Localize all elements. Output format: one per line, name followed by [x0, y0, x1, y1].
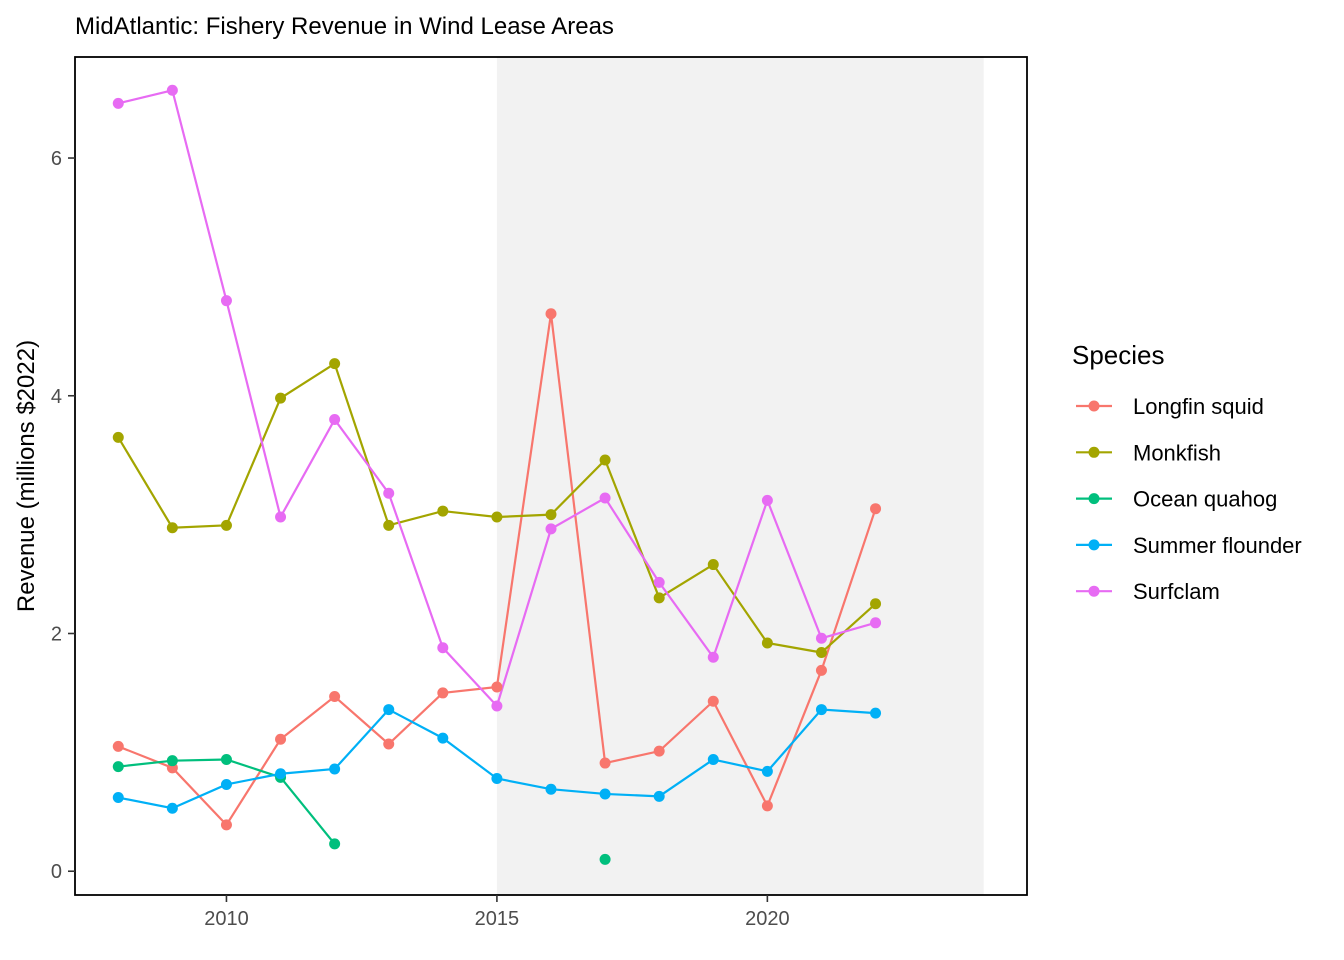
ocean-quahog-point [112, 761, 124, 773]
surfclam-point [437, 642, 449, 654]
monkfish-point [707, 559, 719, 571]
summer-flounder-point [166, 802, 178, 814]
legend-item-longfin-squid: Longfin squid [1076, 394, 1264, 419]
surfclam-point [653, 576, 665, 588]
surfclam-point [275, 511, 287, 523]
ocean-quahog-point [166, 755, 178, 767]
monkfish-point [166, 522, 178, 534]
surfclam-point [329, 414, 341, 426]
monkfish-point [815, 647, 827, 659]
longfin-squid-point [275, 733, 287, 745]
x-tick-label: 2010 [204, 908, 249, 930]
summer-flounder-point [761, 765, 773, 777]
summer-flounder-point [870, 707, 882, 719]
monkfish-point [383, 519, 395, 531]
x-axis: 2010 2015 2020 [204, 895, 790, 930]
surfclam-point [599, 492, 611, 504]
legend-key-point [1088, 539, 1100, 551]
monkfish-point [599, 454, 611, 466]
longfin-squid-point [112, 740, 124, 752]
ocean-quahog-point [599, 853, 611, 865]
longfin-squid-point [329, 690, 341, 702]
longfin-squid-point [383, 738, 395, 750]
legend: Species Longfin squid Monkfish Ocean quaho… [1072, 340, 1302, 604]
surfclam-point [815, 632, 827, 644]
summer-flounder-point [707, 753, 719, 765]
longfin-squid-point [491, 681, 503, 693]
legend-label: Summer flounder [1133, 533, 1302, 558]
longfin-squid-point [599, 757, 611, 769]
surfclam-point [545, 523, 557, 535]
plot-panel-border [74, 56, 1028, 896]
legend-label: Surfclam [1133, 579, 1220, 604]
chart-title: MidAtlantic: Fishery Revenue in Wind Lea… [75, 13, 614, 40]
y-axis: 0 2 4 6 [51, 148, 75, 883]
legend-item-summer-flounder: Summer flounder [1076, 533, 1302, 558]
legend-label: Monkfish [1133, 440, 1221, 465]
longfin-squid-point [545, 308, 557, 320]
legend-label: Longfin squid [1133, 394, 1264, 419]
y-axis-title: Revenue (millions $2022) [13, 340, 40, 612]
ocean-quahog-point [329, 838, 341, 850]
monkfish-point [545, 509, 557, 521]
summer-flounder-point [653, 790, 665, 802]
longfin-squid-point [870, 503, 882, 515]
monkfish-point [870, 598, 882, 610]
x-tick-label: 2020 [745, 908, 790, 930]
series-points [112, 84, 882, 865]
summer-flounder-point [112, 792, 124, 804]
longfin-squid-point [815, 664, 827, 676]
summer-flounder-point [491, 773, 503, 785]
monkfish-point [761, 637, 773, 649]
surfclam-point [112, 97, 124, 109]
surfclam-point [707, 651, 719, 663]
summer-flounder-point [599, 788, 611, 800]
summer-flounder-point [220, 778, 232, 790]
legend-label: Ocean quahog [1133, 487, 1277, 512]
y-tick-label: 2 [51, 623, 62, 645]
legend-key-point [1088, 585, 1100, 597]
longfin-squid-point [761, 800, 773, 812]
legend-key-point [1088, 446, 1100, 458]
y-tick-label: 6 [51, 148, 62, 170]
legend-item-monkfish: Monkfish [1076, 440, 1221, 465]
summer-flounder-point [383, 704, 395, 716]
legend-key-point [1088, 493, 1100, 505]
ocean-quahog-point [220, 753, 232, 765]
longfin-squid-point [707, 695, 719, 707]
monkfish-point [220, 519, 232, 531]
surfclam-point [220, 295, 232, 307]
legend-title: Species [1072, 340, 1165, 370]
summer-flounder-point [815, 704, 827, 716]
monkfish-point [437, 505, 449, 517]
legend-key-point [1088, 400, 1100, 412]
monkfish-point [653, 592, 665, 604]
summer-flounder-point [437, 732, 449, 744]
surfclam-point [870, 617, 882, 629]
monkfish-point [275, 392, 287, 404]
x-tick-label: 2015 [475, 908, 520, 930]
monkfish-point [491, 511, 503, 523]
surfclam-point [491, 700, 503, 712]
legend-item-ocean-quahog: Ocean quahog [1076, 487, 1277, 512]
monkfish-point [329, 358, 341, 370]
y-tick-label: 4 [51, 386, 62, 408]
summer-flounder-point [329, 763, 341, 775]
surfclam-point [166, 84, 178, 96]
longfin-squid-point [437, 687, 449, 699]
summer-flounder-point [275, 768, 287, 780]
surfclam-point [761, 494, 773, 506]
legend-item-surfclam: Surfclam [1076, 579, 1220, 604]
longfin-squid-point [220, 819, 232, 831]
monkfish-point [112, 431, 124, 443]
surfclam-point [383, 487, 395, 499]
y-tick-label: 0 [51, 861, 62, 883]
summer-flounder-point [545, 783, 557, 795]
longfin-squid-point [653, 745, 665, 757]
